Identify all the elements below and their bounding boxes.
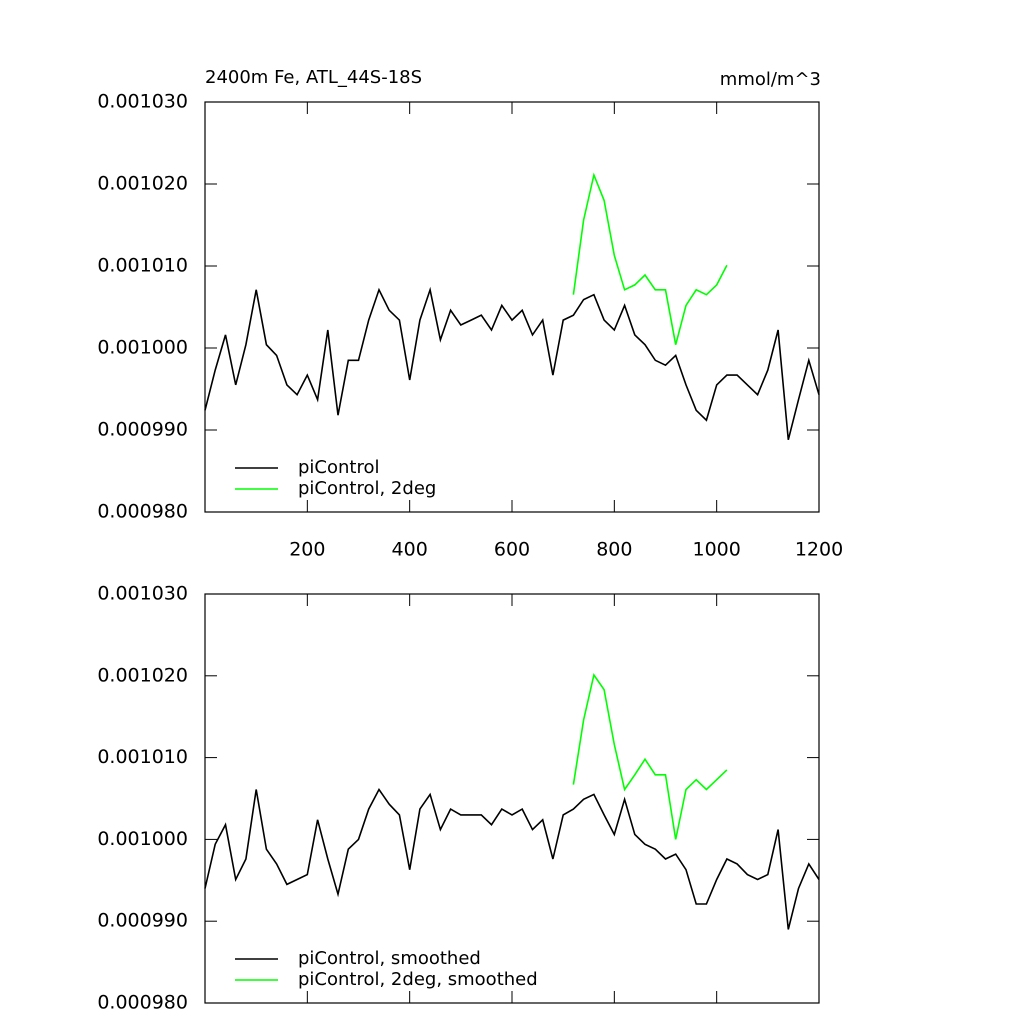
x-tick-label: 400 xyxy=(392,539,428,561)
legend-label: piControl, smoothed xyxy=(298,948,481,969)
y-tick-label: 0.001010 xyxy=(97,746,188,768)
y-tick-label: 0.001000 xyxy=(97,828,188,850)
data-line xyxy=(204,286,820,440)
chart-title: 2400m Fe, ATL_44S-18S xyxy=(205,67,422,88)
legend-label: piControl, 2deg xyxy=(298,478,436,499)
x-tick-label: 200 xyxy=(289,539,325,561)
x-tick-label: 1200 xyxy=(795,539,843,561)
legend-label: piControl xyxy=(298,457,380,478)
x-tick-label: 600 xyxy=(494,539,530,561)
plot-frame xyxy=(204,593,820,1004)
x-tick-label: 1000 xyxy=(692,539,740,561)
y-tick-label: 0.000980 xyxy=(97,501,188,523)
data-line xyxy=(572,673,728,840)
data-line xyxy=(204,787,820,930)
y-tick-label: 0.001010 xyxy=(97,255,188,277)
y-tick-label: 0.001030 xyxy=(97,583,188,605)
units-label: mmol/m^3 xyxy=(720,69,821,90)
plot-frame xyxy=(204,101,820,513)
y-tick-label: 0.001020 xyxy=(97,664,188,686)
y-tick-label: 0.000990 xyxy=(97,910,188,932)
legend-label: piControl, 2deg, smoothed xyxy=(298,969,538,990)
y-tick-label: 0.000980 xyxy=(97,992,188,1014)
y-tick-label: 0.001000 xyxy=(97,337,188,359)
data-line xyxy=(572,172,728,345)
y-tick-label: 0.000990 xyxy=(97,419,188,441)
y-tick-label: 0.001030 xyxy=(97,91,188,113)
x-tick-label: 800 xyxy=(596,539,632,561)
y-tick-label: 0.001020 xyxy=(97,173,188,195)
